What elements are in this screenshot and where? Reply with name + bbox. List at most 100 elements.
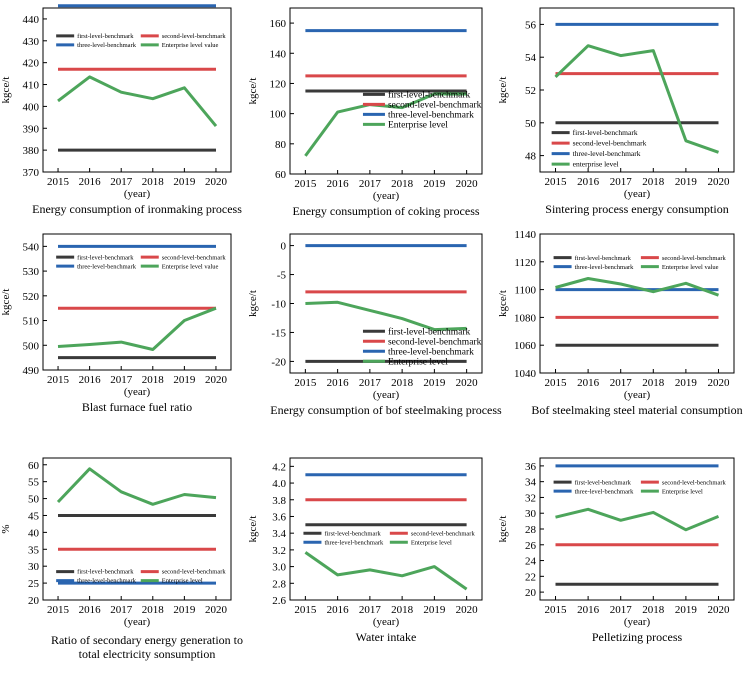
y-tick-label: 3.4 [272, 528, 286, 540]
y-tick-label: 20 [525, 587, 537, 599]
x-tick-label: 2015 [47, 374, 70, 386]
x-axis-label: (year) [373, 190, 400, 202]
y-tick-label: 40 [28, 527, 40, 539]
x-tick-label: 2020 [707, 176, 730, 188]
y-tick-label: 3.6 [272, 511, 286, 523]
y-tick-label: -10 [271, 299, 286, 311]
x-tick-label: 2019 [675, 176, 698, 188]
x-tick-label: 2020 [456, 377, 479, 389]
chart-title: Energy consumption of coking process [292, 204, 479, 218]
y-tick-label: 540 [23, 241, 40, 253]
y-tick-label: 45 [28, 510, 40, 522]
legend-label: second-level-benchmark [662, 479, 727, 486]
chart-title-line: Ratio of secondary energy generation to [51, 633, 243, 647]
legend-label: three-level-benchmark [77, 578, 137, 585]
legend-label: second-level-benchmark [573, 139, 647, 148]
y-tick-label: 440 [23, 14, 40, 26]
y-tick-label: -20 [271, 356, 286, 368]
chart-title: Bof steelmaking steel material consumpti… [531, 403, 742, 417]
legend-label: Enterprise level [662, 488, 703, 495]
x-axis-label: (year) [124, 616, 151, 628]
legend-label: second-level-benchmark [388, 100, 482, 110]
y-tick-label: 20 [28, 595, 40, 607]
y-tick-label: -5 [277, 270, 287, 282]
x-tick-label: 2020 [205, 176, 228, 188]
legend-label: Enterprise level [411, 539, 452, 546]
legend-label: second-level-benchmark [662, 255, 727, 262]
x-tick-label: 2015 [294, 604, 317, 616]
y-axis-label: kgce/t [0, 289, 12, 316]
y-tick-label: 50 [525, 118, 537, 130]
x-tick-label: 2020 [456, 178, 479, 190]
y-axis-label: kgce/t [497, 516, 509, 543]
chart-panel-8: 2.6 2.8 3.0 3.2 3.4 3.6 3.8 4.0 4.2 2015 2016 2017 2… [247, 457, 483, 644]
legend-label: three-level-benchmark [573, 149, 641, 158]
x-tick-label: 2019 [173, 176, 196, 188]
legend-label: Enterprise level [388, 120, 448, 130]
x-tick-label: 2020 [456, 604, 479, 616]
y-tick-label: 420 [23, 58, 40, 70]
y-axis-label: kgce/t [497, 77, 509, 104]
chart-panel-9: 20 22 24 26 28 30 32 34 36 2015 2016 2017 2018 2019 20… [497, 457, 735, 644]
chart-title: Sintering process energy consumption [545, 202, 728, 216]
x-tick-label: 2017 [610, 377, 633, 389]
y-tick-label: 50 [28, 494, 40, 506]
legend-label: three-level-benchmark [77, 263, 137, 270]
x-tick-label: 2016 [577, 377, 600, 389]
legend-label: first-level-benchmark [324, 530, 381, 537]
x-tick-label: 2016 [79, 374, 102, 386]
series-line-enterprise-level [304, 551, 468, 591]
chart-panel-4: 490 500 510 520 530 540 2015 2016 2017 2018 2019 20… [0, 233, 232, 414]
legend-label: first-level-benchmark [573, 128, 638, 137]
legend-label: second-level-benchmark [411, 530, 476, 537]
chart-panel-3: 48 50 52 54 56 2015 2016 2017 2018 2019 2020 kgce/t… [497, 7, 735, 216]
legend-label: three-level-benchmark [324, 539, 384, 546]
legend-label: Enterprise level [388, 357, 448, 367]
y-tick-label: 60 [275, 169, 287, 181]
legend: first-level-benchmarksecond-level-benchm… [362, 89, 482, 130]
plot-frame [42, 233, 232, 371]
y-tick-label: 140 [270, 48, 287, 60]
y-tick-label: 22 [525, 571, 536, 583]
y-tick-label: 1120 [514, 257, 536, 269]
y-axis-label: % [0, 524, 12, 533]
y-tick-label: 30 [28, 561, 40, 573]
x-tick-label: 2016 [327, 604, 350, 616]
y-tick-label: 1040 [514, 368, 537, 380]
y-tick-label: 36 [525, 461, 537, 473]
legend-label: second-level-benchmark [162, 33, 227, 40]
y-axis-label: kgce/t [0, 77, 12, 104]
series-line-enterprise-level-value [57, 306, 217, 351]
x-tick-label: 2017 [110, 604, 133, 616]
x-tick-label: 2018 [642, 377, 665, 389]
x-tick-label: 2015 [545, 377, 568, 389]
x-tick-label: 2020 [707, 604, 730, 616]
x-tick-label: 2015 [294, 377, 317, 389]
x-tick-label: 2016 [327, 178, 350, 190]
chart-title: Pelletizing process [592, 630, 683, 644]
y-tick-label: 520 [23, 291, 40, 303]
x-axis-label: (year) [624, 188, 651, 200]
x-tick-label: 2020 [205, 374, 228, 386]
y-tick-label: 34 [525, 477, 537, 489]
legend-label: Enterprise level value [162, 263, 219, 270]
legend-label: three-level-benchmark [388, 110, 474, 120]
legend: first-level-benchmarksecond-level-benchm… [362, 326, 482, 367]
y-tick-label: 24 [525, 556, 537, 568]
y-tick-label: 32 [525, 492, 536, 504]
chart-title: Blast furnace fuel ratio [82, 400, 192, 414]
y-axis-label: kgce/t [497, 290, 509, 317]
x-tick-label: 2018 [391, 604, 414, 616]
x-axis-label: (year) [373, 616, 400, 628]
y-tick-label: 100 [270, 109, 287, 121]
y-tick-label: 55 [28, 477, 40, 489]
y-tick-label: 2.6 [272, 595, 286, 607]
x-tick-label: 2019 [173, 604, 196, 616]
x-tick-label: 2019 [423, 178, 446, 190]
x-axis-label: (year) [124, 386, 151, 398]
legend-label: enterprise level [573, 160, 619, 169]
